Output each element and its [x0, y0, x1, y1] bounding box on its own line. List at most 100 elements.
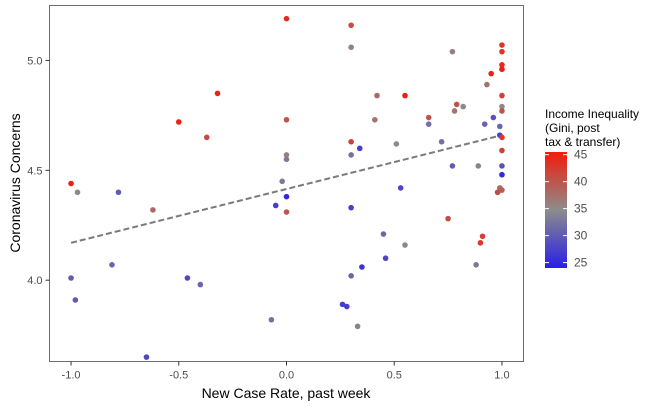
- data-point: [499, 92, 505, 99]
- data-point: [475, 163, 482, 169]
- data-point: [348, 152, 354, 158]
- data-point: [203, 134, 210, 141]
- data-point: [445, 215, 451, 222]
- data-point: [359, 264, 365, 270]
- data-point: [344, 303, 350, 310]
- data-point: [272, 202, 279, 209]
- data-point: [380, 231, 387, 237]
- data-point: [143, 354, 150, 360]
- data-point: [499, 108, 505, 114]
- data-point: [283, 152, 290, 158]
- data-point: [488, 70, 494, 77]
- trend-line-layer: [70, 134, 503, 244]
- data-point: [348, 138, 354, 145]
- data-point: [356, 145, 363, 152]
- x-tick-label: 1.0: [494, 370, 509, 382]
- legend-tick-label: 40: [574, 175, 588, 189]
- data-point: [479, 233, 486, 240]
- data-point: [451, 108, 458, 114]
- data-point: [150, 207, 156, 213]
- data-point: [348, 44, 354, 51]
- data-point: [499, 48, 505, 55]
- legend-tick-label: 25: [574, 256, 588, 270]
- data-point: [109, 262, 115, 268]
- data-point: [354, 323, 361, 330]
- data-point: [268, 316, 275, 323]
- data-point: [402, 92, 408, 99]
- data-point: [372, 116, 378, 123]
- x-tick-label: -0.5: [169, 370, 188, 382]
- x-tick-label: -1.0: [62, 370, 81, 382]
- x-tick-label: 0.5: [387, 370, 402, 382]
- data-point: [397, 185, 404, 191]
- legend-title-line-2: (Gini, post: [545, 121, 600, 135]
- y-axis: 4.0 4.5 5.0: [27, 55, 50, 287]
- legend-title-line-1: Income Inequality: [545, 107, 639, 121]
- data-point: [374, 92, 380, 99]
- data-point: [72, 297, 79, 303]
- data-point: [115, 189, 122, 196]
- data-point: [184, 275, 191, 281]
- data-point: [197, 281, 204, 288]
- data-point: [348, 272, 354, 279]
- data-point: [283, 116, 290, 123]
- data-point: [214, 90, 221, 97]
- y-axis-label: Coronavirus Concerns: [7, 113, 23, 252]
- data-point: [499, 103, 505, 110]
- legend-title-line-3: tax & transfer): [545, 135, 620, 149]
- data-point: [490, 114, 497, 121]
- data-point: [499, 66, 505, 73]
- data-point: [449, 48, 456, 55]
- y-tick-label: 5.0: [27, 55, 42, 67]
- points-layer: [68, 15, 505, 360]
- data-point: [499, 187, 505, 193]
- data-point: [449, 163, 456, 169]
- color-legend: Income Inequality (Gini, post tax & tran…: [545, 107, 639, 270]
- y-tick-label: 4.0: [27, 275, 42, 287]
- legend-color-bar: [545, 152, 567, 268]
- legend-tick-label: 30: [574, 229, 588, 243]
- data-point: [499, 171, 505, 178]
- data-point: [481, 121, 488, 127]
- data-point: [283, 209, 290, 215]
- data-point: [425, 114, 432, 121]
- data-point: [175, 119, 182, 125]
- data-point: [74, 189, 81, 196]
- data-point: [497, 123, 503, 130]
- data-point: [283, 193, 290, 200]
- data-point: [460, 103, 466, 110]
- data-point: [499, 42, 505, 48]
- data-point: [279, 178, 285, 185]
- x-tick-label: 0.0: [279, 370, 294, 382]
- data-point: [494, 189, 501, 196]
- data-point: [68, 275, 74, 281]
- data-point: [484, 81, 490, 88]
- x-axis: -1.0 -0.5 0.0 0.5 1.0: [62, 361, 510, 382]
- data-point: [339, 301, 346, 308]
- x-axis-label: New Case Rate, past week: [202, 385, 372, 401]
- data-point: [499, 147, 505, 154]
- plot-panel: [49, 5, 524, 362]
- legend-tick-label: 45: [574, 148, 588, 162]
- data-point: [473, 262, 479, 268]
- legend-tick-label: 35: [574, 202, 588, 216]
- data-point: [477, 240, 484, 246]
- data-point: [402, 242, 408, 248]
- data-point: [453, 101, 460, 108]
- data-point: [499, 62, 505, 68]
- trend-line: [70, 134, 503, 244]
- data-point: [438, 138, 445, 145]
- data-point: [348, 204, 354, 211]
- data-point: [283, 15, 290, 22]
- legend-ticks: 45 40 35 30 25: [545, 148, 588, 270]
- y-tick-label: 4.5: [27, 165, 42, 177]
- data-point: [68, 180, 74, 187]
- data-point: [348, 22, 354, 29]
- data-point: [382, 255, 389, 262]
- data-point: [499, 134, 505, 141]
- data-point: [393, 141, 400, 147]
- data-point: [425, 121, 432, 127]
- data-point: [499, 163, 505, 169]
